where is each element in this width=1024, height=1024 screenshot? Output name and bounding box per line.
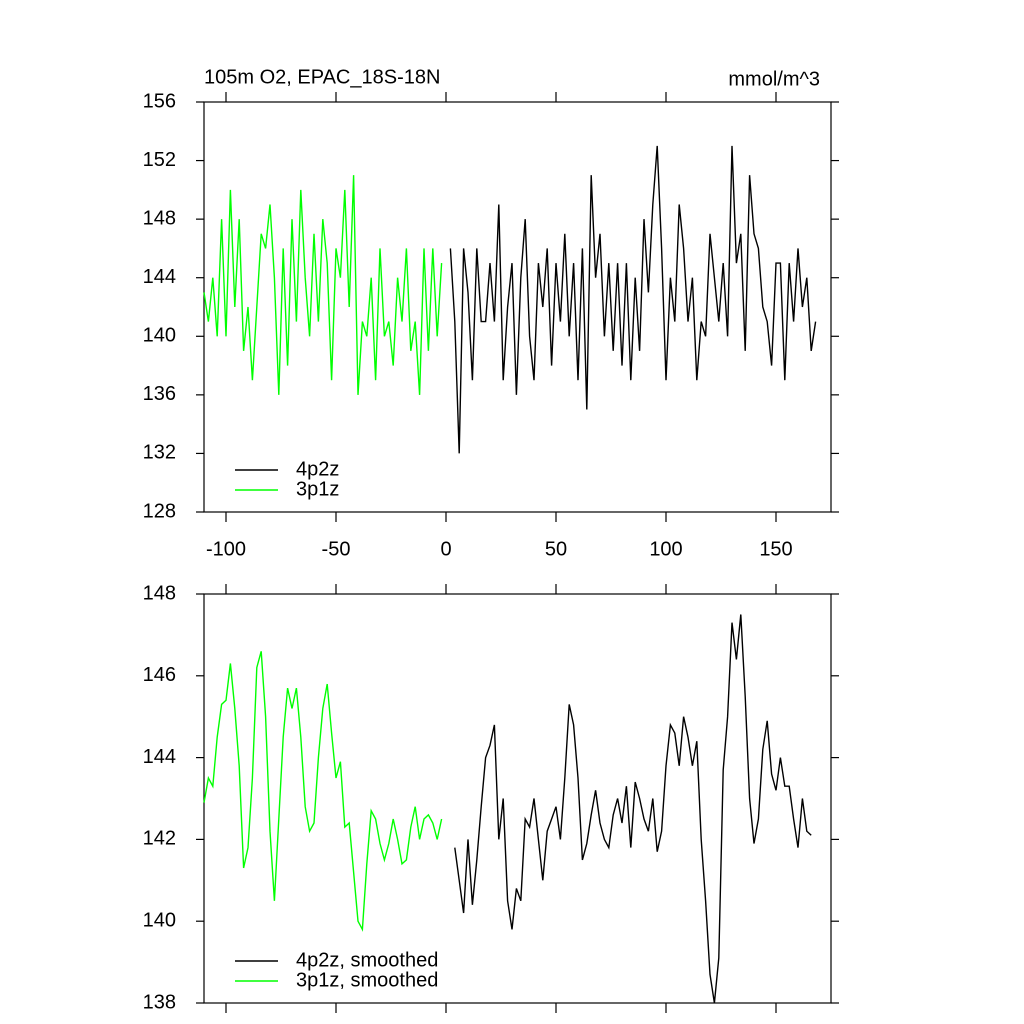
y-tick-label: 140 (143, 909, 176, 931)
y-tick-label: 148 (143, 207, 176, 229)
legend-label: 3p1z (296, 478, 339, 500)
legend-label: 4p2z (296, 458, 339, 480)
legend-label: 3p1z, smoothed (296, 969, 438, 991)
units-label: mmol/m^3 (728, 68, 820, 90)
x-tick-label: -100 (206, 538, 246, 560)
y-tick-label: 132 (143, 442, 176, 464)
legend-label: 4p2z, smoothed (296, 949, 438, 971)
x-tick-label: 150 (759, 538, 792, 560)
data-line (454, 614, 812, 1004)
y-tick-label: 140 (143, 325, 176, 347)
y-tick-label: 144 (143, 746, 176, 768)
y-tick-label: 138 (143, 991, 176, 1013)
y-tick-label: 146 (143, 664, 176, 686)
data-line (203, 175, 443, 395)
plot-frame (203, 101, 832, 513)
data-line (449, 145, 817, 454)
x-tick-label: -50 (322, 538, 351, 560)
data-line (203, 651, 443, 932)
y-tick-label: 144 (143, 266, 176, 288)
y-tick-label: 152 (143, 149, 176, 171)
plot-frame (203, 593, 832, 1004)
y-tick-label: 136 (143, 383, 176, 405)
x-tick-label: 50 (545, 538, 567, 560)
x-tick-label: 0 (440, 538, 451, 560)
y-tick-label: 156 (143, 90, 176, 112)
chart-title: 105m O2, EPAC_18S-18N (204, 66, 440, 88)
y-tick-label: 128 (143, 500, 176, 522)
y-tick-label: 148 (143, 582, 176, 604)
y-tick-label: 142 (143, 828, 176, 850)
x-tick-label: 100 (649, 538, 682, 560)
